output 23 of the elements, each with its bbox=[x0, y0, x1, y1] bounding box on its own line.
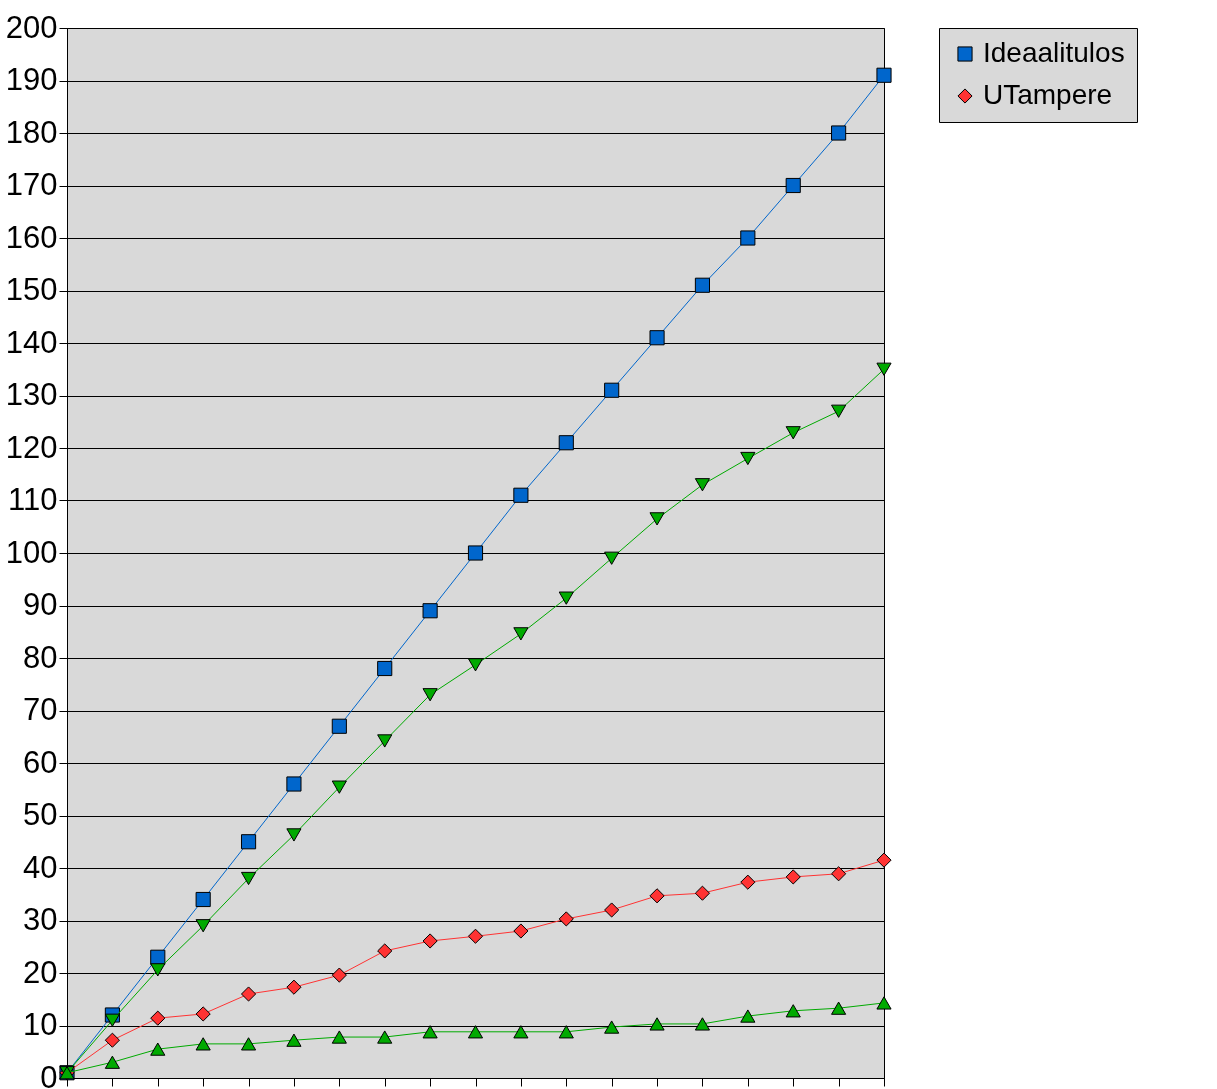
legend-label: UTampere bbox=[983, 79, 1113, 110]
y-tick-label: 30 bbox=[23, 902, 58, 937]
y-tick-label: 90 bbox=[23, 587, 58, 622]
y-tick-label: 60 bbox=[23, 744, 58, 780]
y-tick-label: 70 bbox=[23, 692, 58, 727]
y-tick-label: 200 bbox=[5, 9, 58, 45]
y-tick-label: 80 bbox=[23, 639, 58, 675]
y-tick-label: 100 bbox=[5, 534, 58, 570]
y-tick-label: 0 bbox=[40, 1059, 58, 1089]
y-tick-label: 120 bbox=[5, 429, 58, 465]
y-tick-label: 40 bbox=[23, 849, 58, 885]
y-tick-label: 190 bbox=[5, 62, 58, 97]
y-tick-label: 140 bbox=[5, 324, 58, 360]
y-tick-label: 110 bbox=[8, 482, 58, 517]
y-tick-label: 160 bbox=[5, 219, 58, 255]
y-tick-label: 20 bbox=[23, 954, 58, 990]
y-tick-label: 150 bbox=[5, 272, 58, 307]
y-tick-label: 170 bbox=[5, 167, 58, 202]
y-tick-label: 130 bbox=[5, 377, 58, 412]
y-tick-label: 180 bbox=[5, 114, 58, 150]
y-tick-label: 50 bbox=[23, 797, 58, 832]
y-tick-label: 10 bbox=[23, 1007, 58, 1042]
legend-label: Ideaalitulos bbox=[983, 37, 1125, 68]
